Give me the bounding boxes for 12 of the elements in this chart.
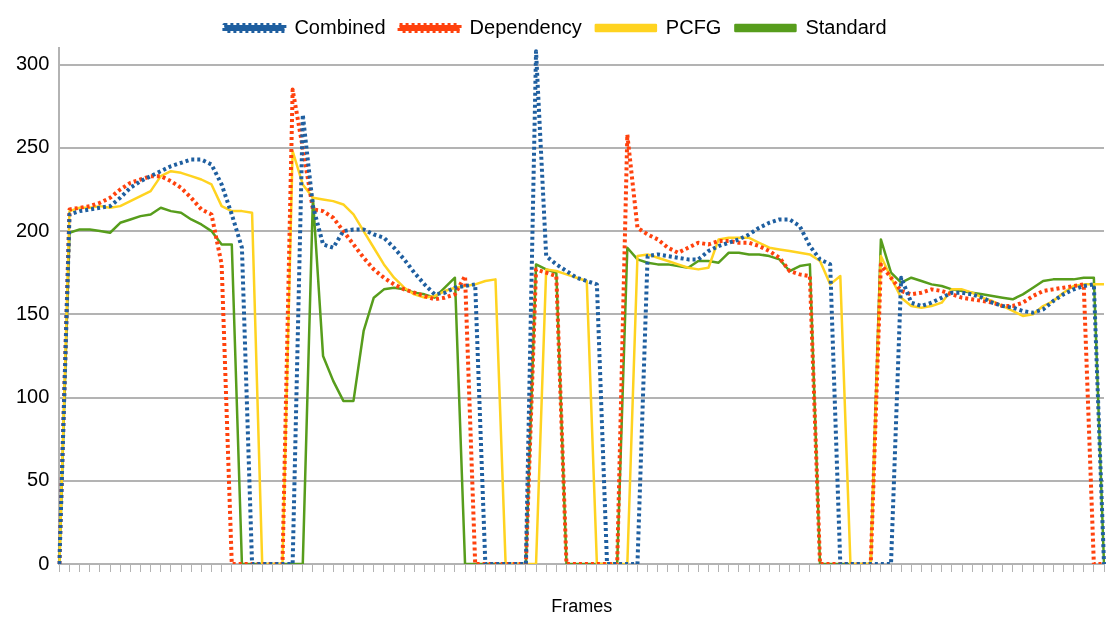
y-tick-label: 150 xyxy=(15,301,50,324)
y-tick-label: 250 xyxy=(15,135,50,158)
legend-label: Dependency xyxy=(469,15,582,38)
y-tick-label: 200 xyxy=(15,218,50,241)
y-tick-label: 100 xyxy=(15,385,50,408)
y-tick-label: 0 xyxy=(38,551,50,574)
y-tick-label: 50 xyxy=(27,468,50,491)
legend-label: Combined xyxy=(294,15,386,38)
y-tick-label: 300 xyxy=(15,52,50,75)
legend-label: PCFG xyxy=(665,15,722,38)
legend-label: Standard xyxy=(805,15,887,38)
x-axis-title: Frames xyxy=(551,596,613,617)
